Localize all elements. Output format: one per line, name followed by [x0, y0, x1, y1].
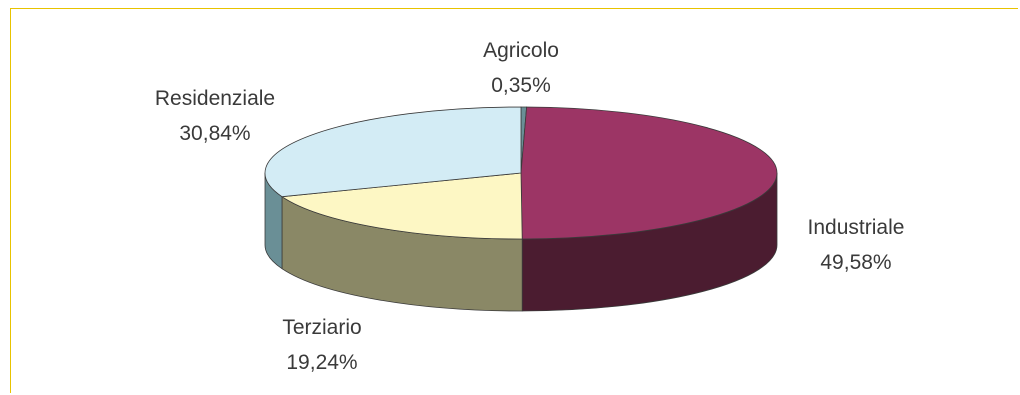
chart-frame	[10, 8, 1018, 393]
pie-slice-industriale	[520, 106, 778, 240]
pie-slices	[264, 106, 778, 240]
label-terziario-value: 19,24%	[286, 351, 357, 374]
label-industriale-value: 49,58%	[820, 251, 891, 274]
label-residenziale-name: Residenziale	[155, 87, 275, 110]
label-residenziale-value: 30,84%	[179, 122, 250, 145]
label-terziario-name: Terziario	[282, 316, 361, 339]
label-industriale-name: Industriale	[808, 216, 905, 239]
label-agricolo-name: Agricolo	[483, 39, 559, 62]
pie-sides	[264, 172, 778, 312]
pie-labels: Agricolo 0,35% Industriale 49,58% Terzia…	[155, 39, 905, 374]
label-agricolo-value: 0,35%	[491, 74, 551, 97]
pie-slice-terziario	[280, 172, 523, 240]
pie-slice-residenziale	[264, 106, 522, 198]
